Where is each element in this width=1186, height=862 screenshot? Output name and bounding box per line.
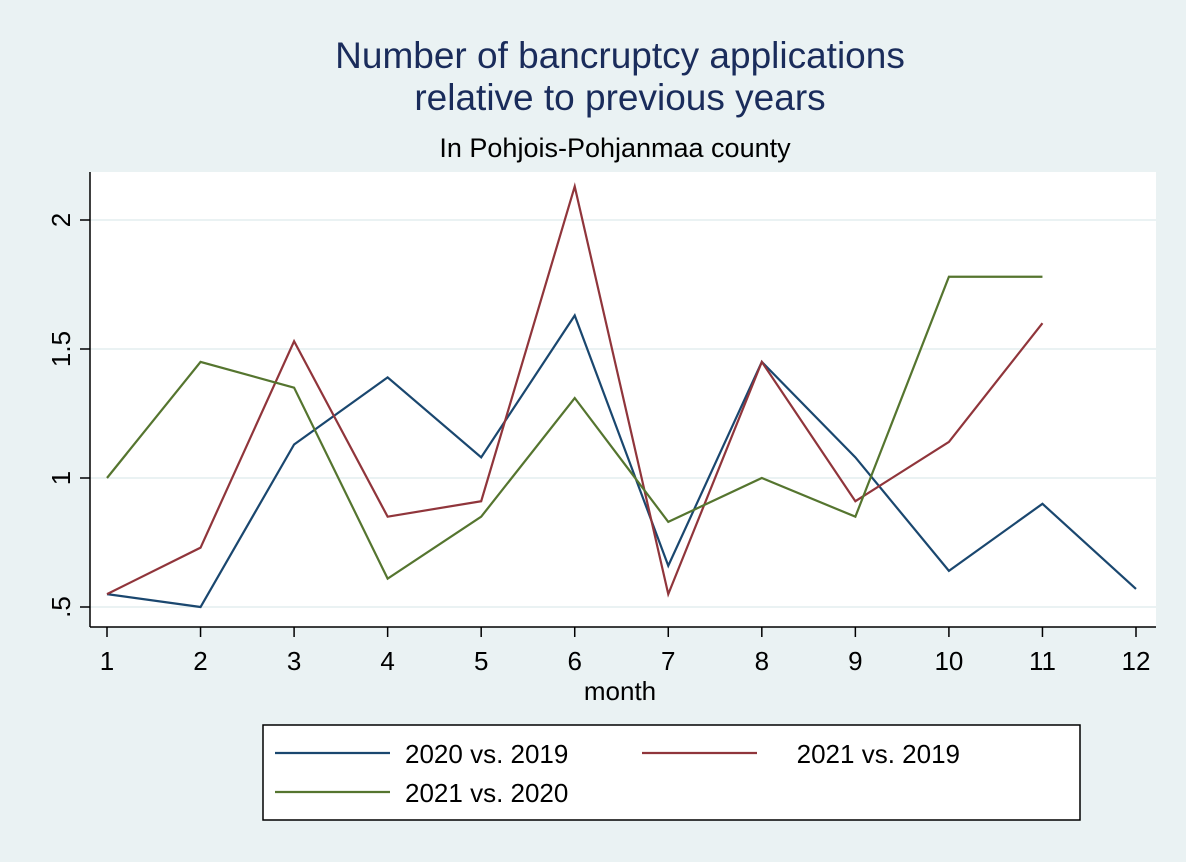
series-line-0	[106, 313, 1137, 609]
x-tick-label: 6	[567, 646, 581, 676]
series-line-1	[106, 182, 1044, 598]
legend-label: 2020 vs. 2019	[405, 739, 568, 769]
y-tick-label: 2	[46, 213, 76, 227]
x-tick-label: 1	[100, 646, 114, 676]
x-axis-label: month	[584, 676, 656, 706]
x-tick-label: 4	[380, 646, 394, 676]
x-tick-label: 2	[193, 646, 207, 676]
x-tick-label: 10	[934, 646, 963, 676]
chart-title-line1: Number of bancruptcy applications	[335, 35, 905, 76]
x-tick-label: 5	[474, 646, 488, 676]
x-tick-label: 11	[1029, 646, 1056, 676]
x-tick-label: 12	[1122, 646, 1151, 676]
x-tick-label: 8	[755, 646, 769, 676]
y-tick-label: .5	[46, 596, 76, 618]
series-line-2	[106, 275, 1043, 581]
x-tick-label: 9	[848, 646, 862, 676]
legend-label: 2021 vs. 2020	[405, 778, 568, 808]
x-tick-label: 7	[661, 646, 675, 676]
chart-title-line2: relative to previous years	[414, 77, 825, 118]
y-tick-label: 1	[46, 471, 76, 485]
x-tick-label: 3	[287, 646, 301, 676]
legend-box	[262, 724, 1081, 821]
chart-subtitle: In Pohjois-Pohjanmaa county	[439, 133, 791, 163]
y-tick-label: 1.5	[46, 331, 76, 367]
legend-label: 2021 vs. 2019	[797, 739, 960, 769]
